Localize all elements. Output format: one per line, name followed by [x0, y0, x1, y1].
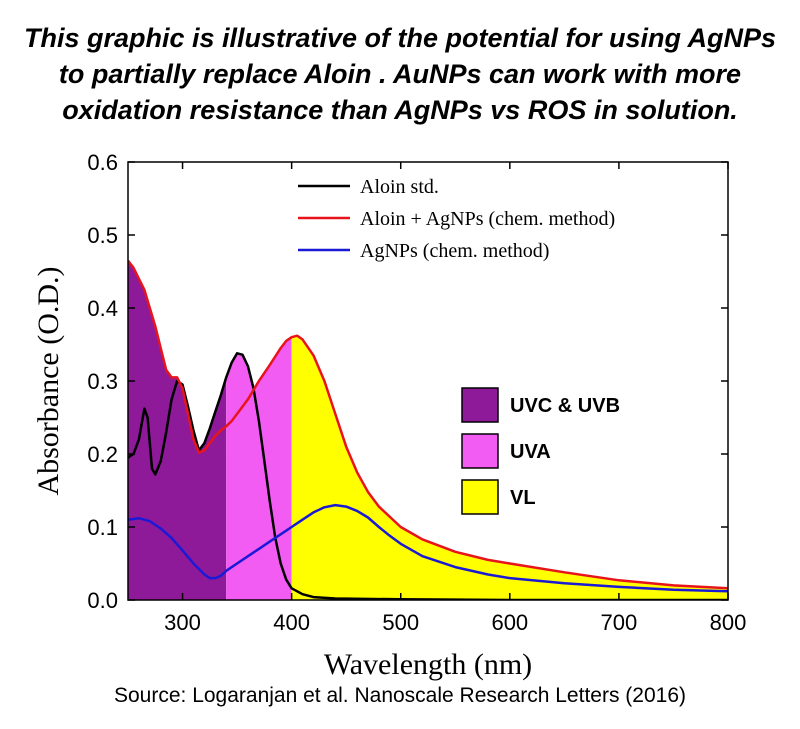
y-tick-label: 0.1 [87, 515, 118, 540]
region-legend-label-vl: VL [510, 487, 536, 509]
legend-label-aloin-agnps-chem-method: Aloin + AgNPs (chem. method) [360, 208, 615, 230]
y-tick-label: 0.5 [87, 223, 118, 248]
y-tick-label: 0.6 [87, 150, 118, 175]
x-tick-label: 700 [601, 610, 638, 635]
region-legend-swatch-uvc-uvb [461, 387, 499, 423]
x-axis-label: Wavelength (nm) [324, 648, 532, 681]
x-tick-label: 800 [710, 610, 747, 635]
region-uva [226, 337, 292, 600]
y-tick-label: 0.4 [87, 296, 118, 321]
y-tick-label: 0.3 [87, 369, 118, 394]
region-legend: UVC & UVB UVA VL [461, 387, 620, 515]
region-vl [291, 336, 728, 600]
series-lines [128, 259, 728, 600]
x-tick-label: 400 [273, 610, 310, 635]
spectral-regions [128, 260, 728, 600]
header-text: This graphic is illustrative of the pote… [0, 20, 800, 128]
x-tick-label: 500 [382, 610, 419, 635]
region-legend-swatch-uva [461, 433, 499, 469]
y-axis-label: Absorbance (O.D.) [32, 266, 65, 495]
region-legend-swatch-vl [461, 479, 499, 515]
y-tick-label: 0.2 [87, 442, 118, 467]
header-line-2: to partially replace Aloin . AuNPs can w… [58, 59, 742, 89]
region-legend-label-uvc-uvb: UVC & UVB [510, 395, 620, 417]
x-tick-label: 300 [164, 610, 201, 635]
region-uvc-uvb [128, 260, 227, 600]
header-line-3: oxidation resistance than AgNPs vs ROS i… [62, 95, 738, 125]
legend-label-aloin-std: Aloin std. [360, 176, 439, 198]
series-line-agnps-chem-method [128, 503, 728, 593]
source-citation: Source: Logaranjan et al. Nanoscale Rese… [113, 684, 686, 707]
region-legend-label-uva: UVA [510, 441, 551, 463]
x-tick-label: 600 [491, 610, 528, 635]
legend-label-agnps-chem-method: AgNPs (chem. method) [360, 240, 549, 262]
series-line-aloin-agnps-chem-method [128, 259, 728, 590]
axis-ticks: 300 400 500 600 700 800 0.0 0.1 0.2 0.3 0.4 0.5 0.6 [87, 150, 746, 635]
legend: Aloin std. Aloin + AgNPs (chem. method) Ag… [298, 176, 615, 262]
header-line-1: This graphic is illustrative of the pote… [23, 23, 777, 53]
y-tick-label: 0.0 [87, 588, 118, 613]
series-line-aloin-std [128, 352, 728, 600]
